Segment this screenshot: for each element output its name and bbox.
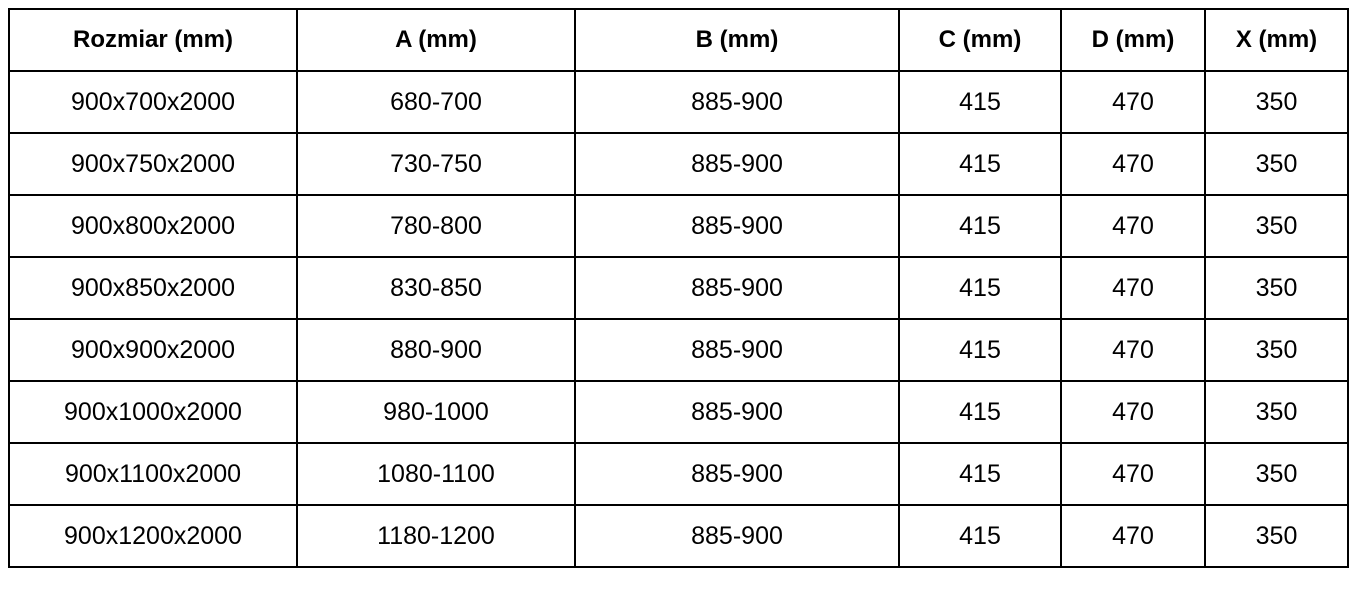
table-cell: 885-900 (574, 380, 900, 444)
table-cell: 415 (898, 256, 1062, 320)
table-cell: 900x700x2000 (8, 70, 298, 134)
table-row: 900x1100x2000 1080-1100 885-900 415 470 350 (8, 442, 1349, 506)
table-cell: 350 (1204, 132, 1349, 196)
table-cell: 885-900 (574, 194, 900, 258)
table-cell: 470 (1060, 318, 1206, 382)
table-cell: 980-1000 (296, 380, 576, 444)
table-cell: 1080-1100 (296, 442, 576, 506)
table-cell: 1180-1200 (296, 504, 576, 568)
column-header: Rozmiar (mm) (8, 8, 298, 72)
table-cell: 885-900 (574, 256, 900, 320)
table-cell: 885-900 (574, 504, 900, 568)
column-header: D (mm) (1060, 8, 1206, 72)
column-header: A (mm) (296, 8, 576, 72)
table-cell: 900x800x2000 (8, 194, 298, 258)
table-cell: 680-700 (296, 70, 576, 134)
table-cell: 470 (1060, 442, 1206, 506)
column-header: X (mm) (1204, 8, 1349, 72)
table-cell: 900x750x2000 (8, 132, 298, 196)
table-cell: 350 (1204, 442, 1349, 506)
table-cell: 415 (898, 380, 1062, 444)
table-cell: 350 (1204, 70, 1349, 134)
table-cell: 350 (1204, 194, 1349, 258)
table-row: 900x1000x2000 980-1000 885-900 415 470 350 (8, 380, 1349, 444)
table-cell: 900x1000x2000 (8, 380, 298, 444)
column-header: B (mm) (574, 8, 900, 72)
table-cell: 415 (898, 442, 1062, 506)
table-cell: 415 (898, 504, 1062, 568)
header-row: Rozmiar (mm) A (mm) B (mm) C (mm) D (mm) X (m… (8, 8, 1349, 72)
table-cell: 470 (1060, 70, 1206, 134)
table-cell: 730-750 (296, 132, 576, 196)
table-row: 900x700x2000 680-700 885-900 415 470 350 (8, 70, 1349, 134)
table-cell: 350 (1204, 256, 1349, 320)
table-row: 900x900x2000 880-900 885-900 415 470 350 (8, 318, 1349, 382)
table-cell: 415 (898, 318, 1062, 382)
table-cell: 885-900 (574, 318, 900, 382)
table-cell: 780-800 (296, 194, 576, 258)
table-cell: 470 (1060, 194, 1206, 258)
table-cell: 415 (898, 70, 1062, 134)
table-cell: 350 (1204, 318, 1349, 382)
table-cell: 900x1200x2000 (8, 504, 298, 568)
table-cell: 885-900 (574, 70, 900, 134)
table-row: 900x1200x2000 1180-1200 885-900 415 470 350 (8, 504, 1349, 568)
table-row: 900x750x2000 730-750 885-900 415 470 350 (8, 132, 1349, 196)
table-cell: 900x850x2000 (8, 256, 298, 320)
table-cell: 350 (1204, 504, 1349, 568)
table-cell: 900x1100x2000 (8, 442, 298, 506)
table-cell: 470 (1060, 132, 1206, 196)
table-cell: 470 (1060, 256, 1206, 320)
table-cell: 830-850 (296, 256, 576, 320)
table-cell: 880-900 (296, 318, 576, 382)
table-cell: 415 (898, 132, 1062, 196)
table-row: 900x800x2000 780-800 885-900 415 470 350 (8, 194, 1349, 258)
table-cell: 415 (898, 194, 1062, 258)
table-cell: 885-900 (574, 442, 900, 506)
table-cell: 885-900 (574, 132, 900, 196)
column-header: C (mm) (898, 8, 1062, 72)
table-row: 900x850x2000 830-850 885-900 415 470 350 (8, 256, 1349, 320)
table-cell: 470 (1060, 380, 1206, 444)
table-cell: 350 (1204, 380, 1349, 444)
table-cell: 470 (1060, 504, 1206, 568)
dimensions-table: Rozmiar (mm) A (mm) B (mm) C (mm) D (mm) X (m… (8, 8, 1349, 568)
table-cell: 900x900x2000 (8, 318, 298, 382)
